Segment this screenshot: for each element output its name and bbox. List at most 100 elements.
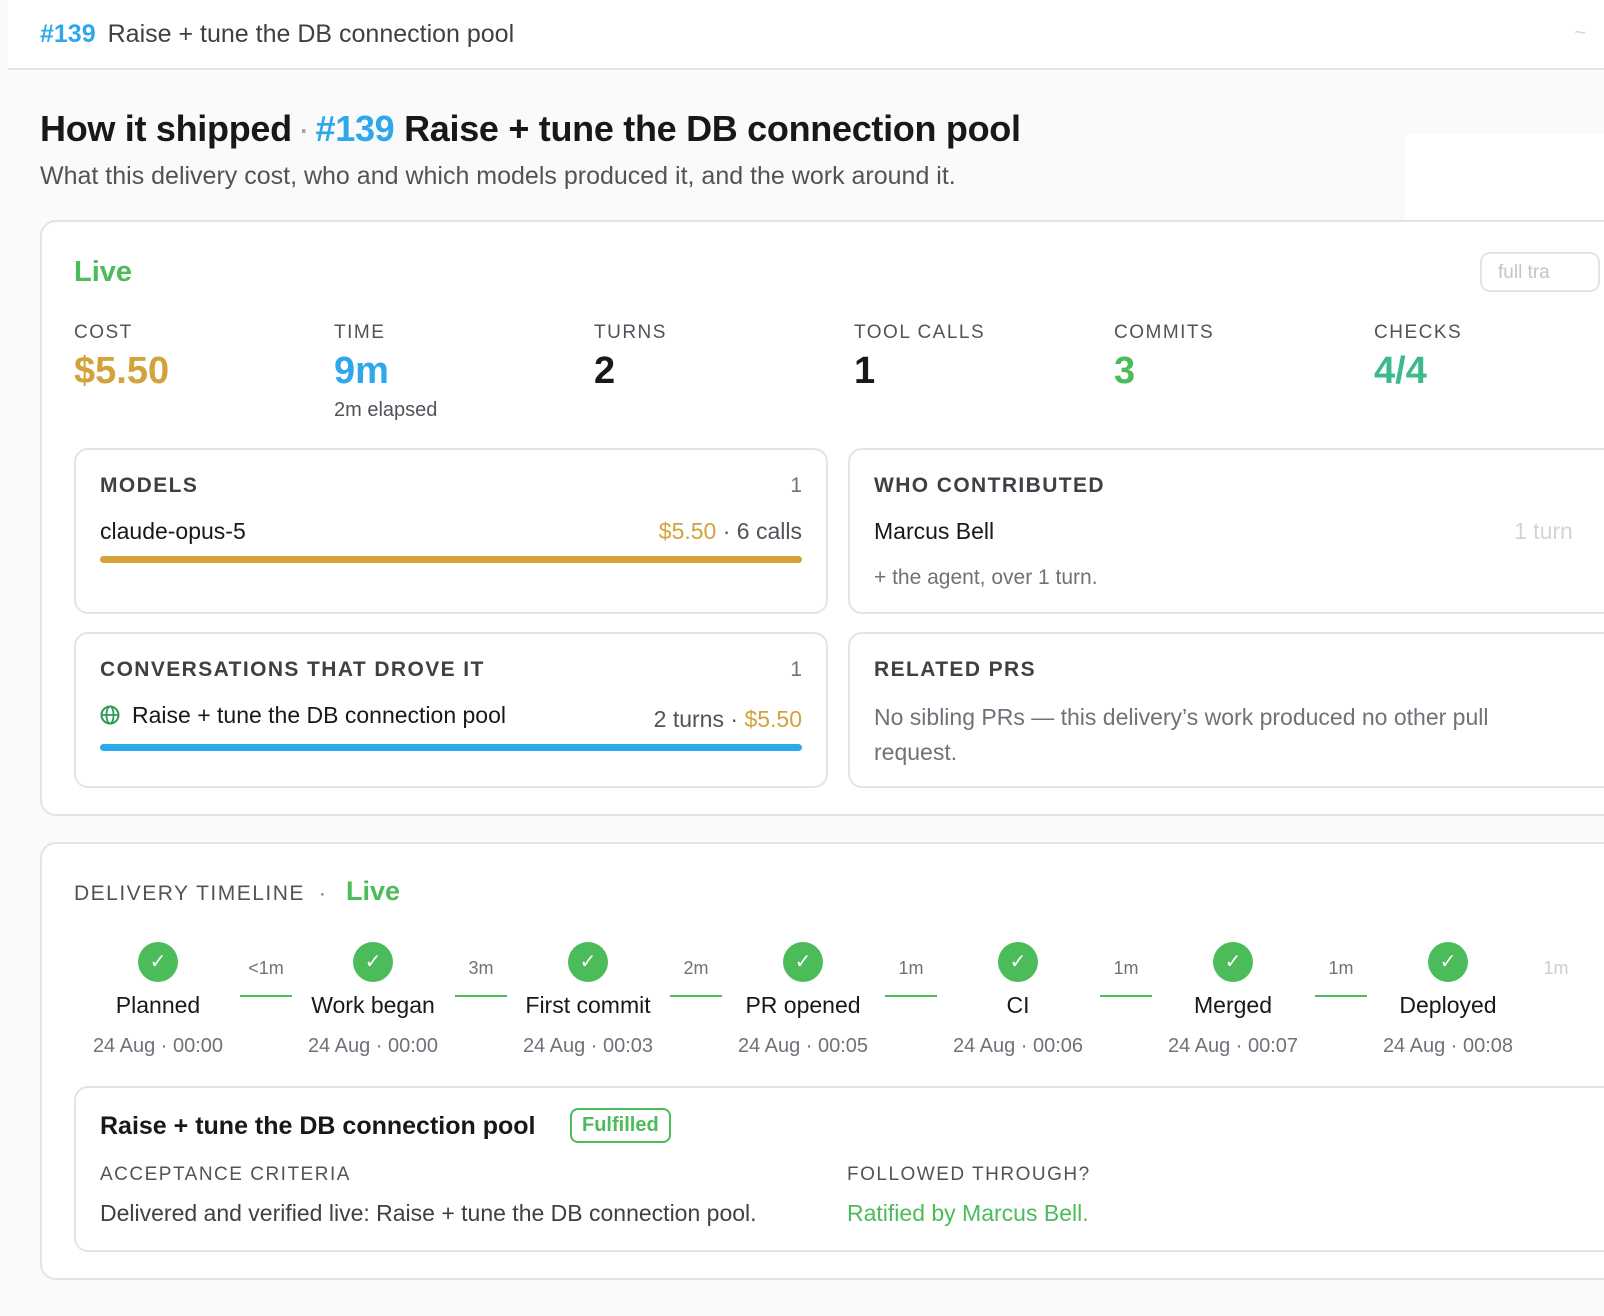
pr-number-link[interactable]: #139 xyxy=(40,19,96,48)
timeline-gap: 1m xyxy=(885,958,937,997)
criteria-label: ACCEPTANCE CRITERIA xyxy=(100,1164,351,1185)
stat-value: 1 xyxy=(854,350,876,392)
timeline-step-deployed[interactable]: ✓ Deployed 24 Aug · 00:08 xyxy=(1348,942,1548,1058)
stat-value: $5.50 xyxy=(74,350,170,392)
delivery-summary-card: Live full tra COST $5.50 TIME 9m 2m elap… xyxy=(40,220,1604,816)
delivery-timeline-card: DELIVERY TIMELINE · Live ✓ Planned 24 Aug… xyxy=(40,842,1604,1280)
model-separator: · xyxy=(722,518,731,544)
conversation-cost: $5.50 xyxy=(744,706,802,732)
related-prs-text: No sibling PRs — this delivery’s work pr… xyxy=(874,704,1489,765)
timeline-step-planned[interactable]: ✓ Planned 24 Aug · 00:00 xyxy=(58,942,258,1058)
conversation-turns: 2 turns xyxy=(653,706,724,732)
globe-icon xyxy=(100,705,120,725)
step-time: 24 Aug · 00:00 xyxy=(92,1035,224,1057)
check-icon: ✓ xyxy=(1213,942,1253,982)
models-count: 1 xyxy=(790,474,802,497)
gap-line xyxy=(1315,995,1367,997)
step-time: 24 Aug · 00:00 xyxy=(307,1035,439,1057)
conversations-heading: CONVERSATIONS THAT DROVE IT xyxy=(100,658,485,681)
status-badge: Fulfilled xyxy=(570,1108,671,1143)
step-time: 24 Aug · 00:03 xyxy=(522,1035,654,1057)
check-icon: ✓ xyxy=(998,942,1038,982)
related-prs-panel: RELATED PRS No sibling PRs — this delive… xyxy=(848,632,1604,788)
step-name: Planned xyxy=(115,992,201,1018)
gap-duration: 3m xyxy=(468,958,494,978)
stat-label: COST xyxy=(74,322,133,343)
timeline-step-merged[interactable]: ✓ Merged 24 Aug · 00:07 xyxy=(1133,942,1333,1058)
top-bar: #139 Raise + tune the DB connection pool… xyxy=(8,0,1604,70)
models-panel: MODELS 1 claude-opus-5 $5.50 · 6 calls xyxy=(74,448,828,614)
status-label: Live xyxy=(74,256,133,288)
related-prs-heading: RELATED PRS xyxy=(874,658,1037,681)
timeline-step-ci[interactable]: ✓ CI 24 Aug · 00:06 xyxy=(918,942,1118,1058)
contributor-name[interactable]: Marcus Bell xyxy=(874,518,995,544)
conversation-item[interactable]: Raise + tune the DB connection pool xyxy=(100,702,506,729)
conversation-title: Raise + tune the DB connection pool xyxy=(132,702,506,728)
gap-duration: 1m xyxy=(1113,958,1139,978)
check-icon: ✓ xyxy=(353,942,393,982)
stat-cost: COST $5.50 xyxy=(74,322,169,393)
conversations-count: 1 xyxy=(790,658,802,681)
stat-label: TOOL CALLS xyxy=(854,322,986,343)
gap-duration: 2m xyxy=(683,958,709,978)
check-icon: ✓ xyxy=(1428,942,1468,982)
timeline-separator: · xyxy=(318,882,328,905)
stat-value: 2 xyxy=(594,350,616,392)
timeline-gap: <1m xyxy=(240,958,292,997)
timeline-gap: 1m xyxy=(1530,958,1582,979)
step-name: Deployed xyxy=(1399,992,1497,1018)
criteria-text: Delivered and verified live: Raise + tun… xyxy=(100,1200,757,1226)
check-icon: ✓ xyxy=(568,942,608,982)
timeline-heading-text: DELIVERY TIMELINE xyxy=(74,882,305,905)
contributor-turns: 1 turn xyxy=(1514,518,1573,544)
model-usage: $5.50 · 6 calls xyxy=(659,518,802,545)
fulfillment-panel: Raise + tune the DB connection pool Fulf… xyxy=(74,1086,1604,1252)
model-cost: $5.50 xyxy=(658,518,717,544)
timeline-gap: 3m xyxy=(455,958,507,997)
conversation-usage: 2 turns · $5.50 xyxy=(654,706,802,733)
gap-duration: 1m xyxy=(898,958,924,978)
step-time: 24 Aug · 00:07 xyxy=(1167,1035,1299,1057)
stat-label: CHECKS xyxy=(1374,322,1463,343)
stat-label: TURNS xyxy=(594,322,667,343)
step-name: Work began xyxy=(311,992,435,1018)
page-title-text: Raise + tune the DB connection pool xyxy=(404,108,1021,149)
model-name[interactable]: claude-opus-5 xyxy=(100,518,246,544)
stat-turns: TURNS 2 xyxy=(594,322,667,393)
check-icon: ✓ xyxy=(783,942,823,982)
model-share-bar xyxy=(100,556,802,563)
fulfillment-title: Raise + tune the DB connection pool xyxy=(100,1112,536,1140)
page-title-pr-number[interactable]: #139 xyxy=(315,108,395,149)
timeline-step-pr-opened[interactable]: ✓ PR opened 24 Aug · 00:05 xyxy=(703,942,903,1058)
contributors-heading: WHO CONTRIBUTED xyxy=(874,474,1105,497)
step-name: CI xyxy=(1006,992,1030,1018)
gap-line xyxy=(240,995,292,997)
full-trace-button[interactable]: full tra xyxy=(1480,252,1600,292)
page-subtitle: What this delivery cost, who and which m… xyxy=(40,162,956,190)
timeline-step-first-commit[interactable]: ✓ First commit 24 Aug · 00:03 xyxy=(488,942,688,1058)
stat-value: 9m xyxy=(334,350,389,392)
timeline-step-work-began[interactable]: ✓ Work began 24 Aug · 00:00 xyxy=(273,942,473,1058)
gap-duration: 1m xyxy=(1543,958,1569,978)
gap-duration: 1m xyxy=(1328,958,1354,978)
conversation-share-bar xyxy=(100,744,802,751)
conversation-separator: · xyxy=(730,706,739,732)
check-icon: ✓ xyxy=(138,942,178,982)
timeline-gap: 2m xyxy=(670,958,722,997)
step-name: First commit xyxy=(525,992,651,1018)
stat-sub: 2m elapsed xyxy=(334,399,438,421)
overlay-patch xyxy=(1405,134,1604,220)
step-name: PR opened xyxy=(745,992,861,1018)
stat-tool-calls: TOOL CALLS 1 xyxy=(854,322,985,393)
step-time: 24 Aug · 00:08 xyxy=(1382,1035,1514,1057)
gap-line xyxy=(885,995,937,997)
models-heading: MODELS xyxy=(100,474,199,497)
corner-glyph: ~ xyxy=(1574,22,1586,44)
stat-label: TIME xyxy=(334,322,386,343)
conversations-panel: CONVERSATIONS THAT DROVE IT 1 Raise + tu… xyxy=(74,632,828,788)
page-title: How it shipped · #139 Raise + tune the DB … xyxy=(40,108,1021,150)
gap-duration: <1m xyxy=(248,958,284,978)
contributors-panel: WHO CONTRIBUTED Marcus Bell 1 turn + the… xyxy=(848,448,1604,614)
contributors-note: + the agent, over 1 turn. xyxy=(874,566,1098,589)
model-calls: 6 calls xyxy=(736,518,802,544)
